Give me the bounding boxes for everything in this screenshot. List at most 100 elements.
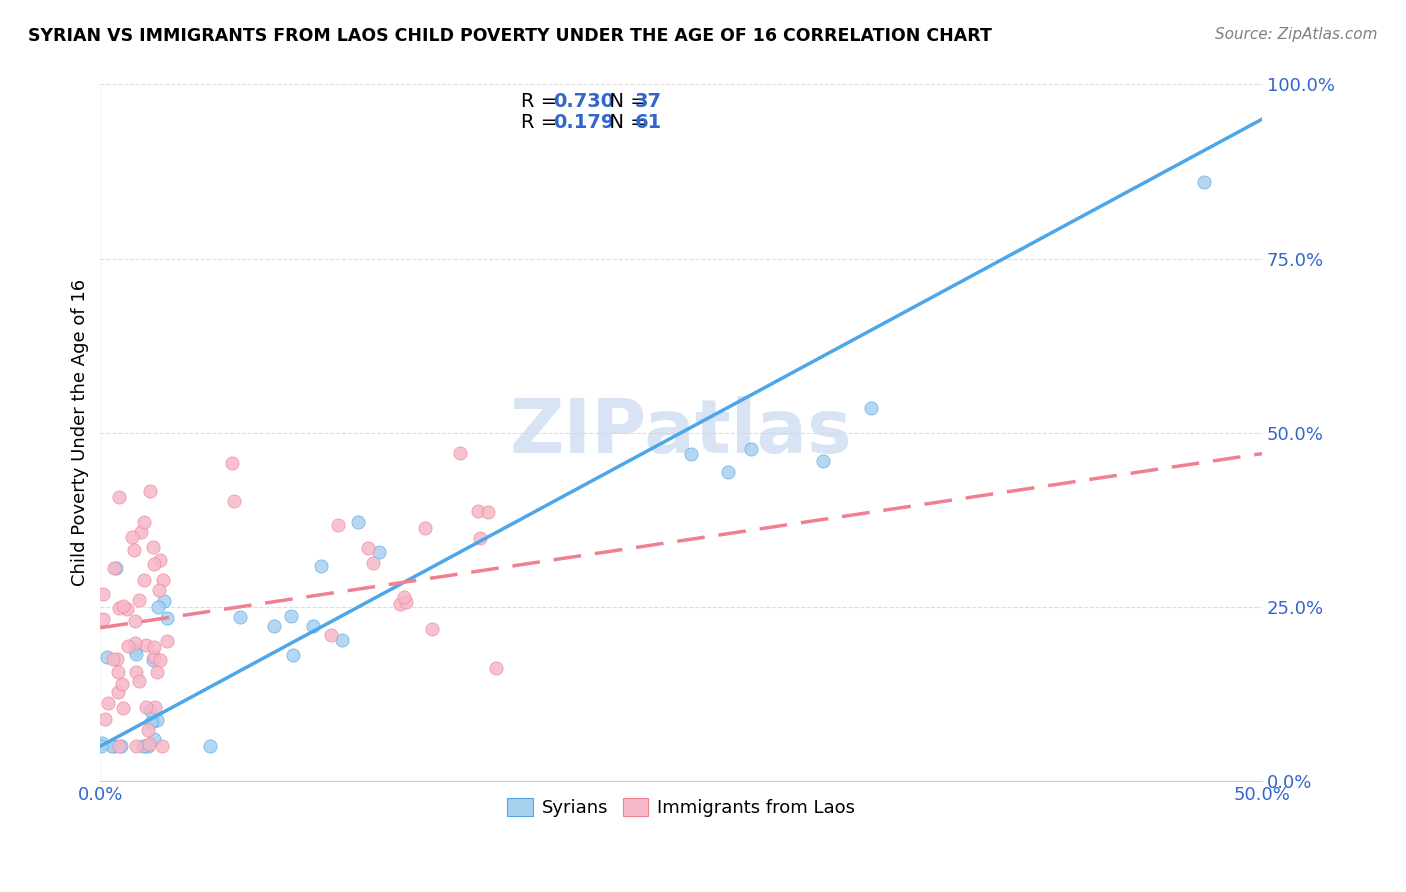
Point	[717, 465, 740, 479]
Text: R =: R =	[520, 113, 564, 132]
Point	[122, 543, 145, 558]
Point	[146, 665, 169, 680]
Point	[280, 608, 302, 623]
Point	[263, 619, 285, 633]
Point	[112, 700, 135, 714]
Point	[121, 531, 143, 545]
Point	[811, 453, 834, 467]
Point	[415, 521, 437, 535]
Text: 61: 61	[634, 113, 662, 132]
Point	[141, 714, 163, 728]
Point	[107, 491, 129, 505]
Point	[422, 622, 444, 636]
Point	[139, 715, 162, 730]
Point	[302, 619, 325, 633]
Point	[142, 540, 165, 554]
Point	[135, 700, 157, 714]
Point	[97, 696, 120, 710]
Point	[467, 504, 489, 518]
Legend: Syrians, Immigrants from Laos: Syrians, Immigrants from Laos	[501, 790, 862, 824]
Point	[221, 456, 243, 470]
Text: R =: R =	[520, 92, 564, 111]
Point	[139, 703, 162, 717]
Point	[449, 445, 471, 459]
Point	[101, 739, 124, 753]
Point	[91, 586, 114, 600]
Point	[132, 739, 155, 754]
Point	[143, 558, 166, 572]
Point	[111, 599, 134, 613]
Point	[124, 614, 146, 628]
Point	[146, 713, 169, 727]
Point	[143, 640, 166, 654]
Text: ZIPatlas: ZIPatlas	[510, 396, 852, 469]
Point	[124, 636, 146, 650]
Point	[132, 573, 155, 587]
Text: 0.730: 0.730	[554, 92, 614, 111]
Point	[117, 640, 139, 654]
Point	[392, 590, 415, 604]
Point	[357, 541, 380, 556]
Point	[321, 628, 343, 642]
Point	[859, 401, 882, 415]
Point	[128, 593, 150, 607]
Point	[198, 739, 221, 754]
Point	[330, 633, 353, 648]
Point	[740, 442, 762, 456]
Point	[134, 515, 156, 529]
Point	[101, 652, 124, 666]
Text: Source: ZipAtlas.com: Source: ZipAtlas.com	[1215, 27, 1378, 42]
Point	[139, 483, 162, 498]
Point	[138, 737, 160, 751]
Point	[125, 739, 148, 754]
Point	[143, 731, 166, 746]
Point	[103, 561, 125, 575]
Point	[135, 638, 157, 652]
Point	[153, 594, 176, 608]
Point	[681, 447, 703, 461]
Point	[94, 712, 117, 726]
Point	[115, 601, 138, 615]
Point	[111, 677, 134, 691]
Point	[485, 661, 508, 675]
Point	[105, 652, 128, 666]
Point	[283, 648, 305, 663]
Text: 0.179: 0.179	[554, 113, 614, 132]
Point	[103, 739, 125, 754]
Point	[477, 505, 499, 519]
Point	[90, 736, 112, 750]
Point	[107, 665, 129, 680]
Point	[149, 653, 172, 667]
Point	[134, 739, 156, 754]
Point	[148, 583, 170, 598]
Point	[148, 599, 170, 614]
Point	[142, 653, 165, 667]
Point	[152, 739, 174, 754]
Point	[136, 739, 159, 754]
Point	[108, 600, 131, 615]
Point	[222, 493, 245, 508]
Text: N =: N =	[598, 113, 654, 132]
Point	[152, 573, 174, 587]
Text: N =: N =	[598, 92, 654, 111]
Point	[131, 524, 153, 539]
Point	[136, 723, 159, 738]
Point	[326, 518, 349, 533]
Point	[155, 634, 177, 648]
Point	[124, 643, 146, 657]
Point	[128, 674, 150, 689]
Text: 37: 37	[634, 92, 662, 111]
Point	[311, 558, 333, 573]
Point	[143, 700, 166, 714]
Point	[90, 739, 112, 754]
Point	[388, 597, 411, 611]
Point	[110, 739, 132, 754]
Text: SYRIAN VS IMMIGRANTS FROM LAOS CHILD POVERTY UNDER THE AGE OF 16 CORRELATION CHA: SYRIAN VS IMMIGRANTS FROM LAOS CHILD POV…	[28, 27, 993, 45]
Point	[108, 739, 131, 754]
Point	[229, 610, 252, 624]
Point	[143, 650, 166, 665]
Point	[368, 545, 391, 559]
Point	[395, 595, 418, 609]
Point	[156, 611, 179, 625]
Point	[105, 560, 128, 574]
